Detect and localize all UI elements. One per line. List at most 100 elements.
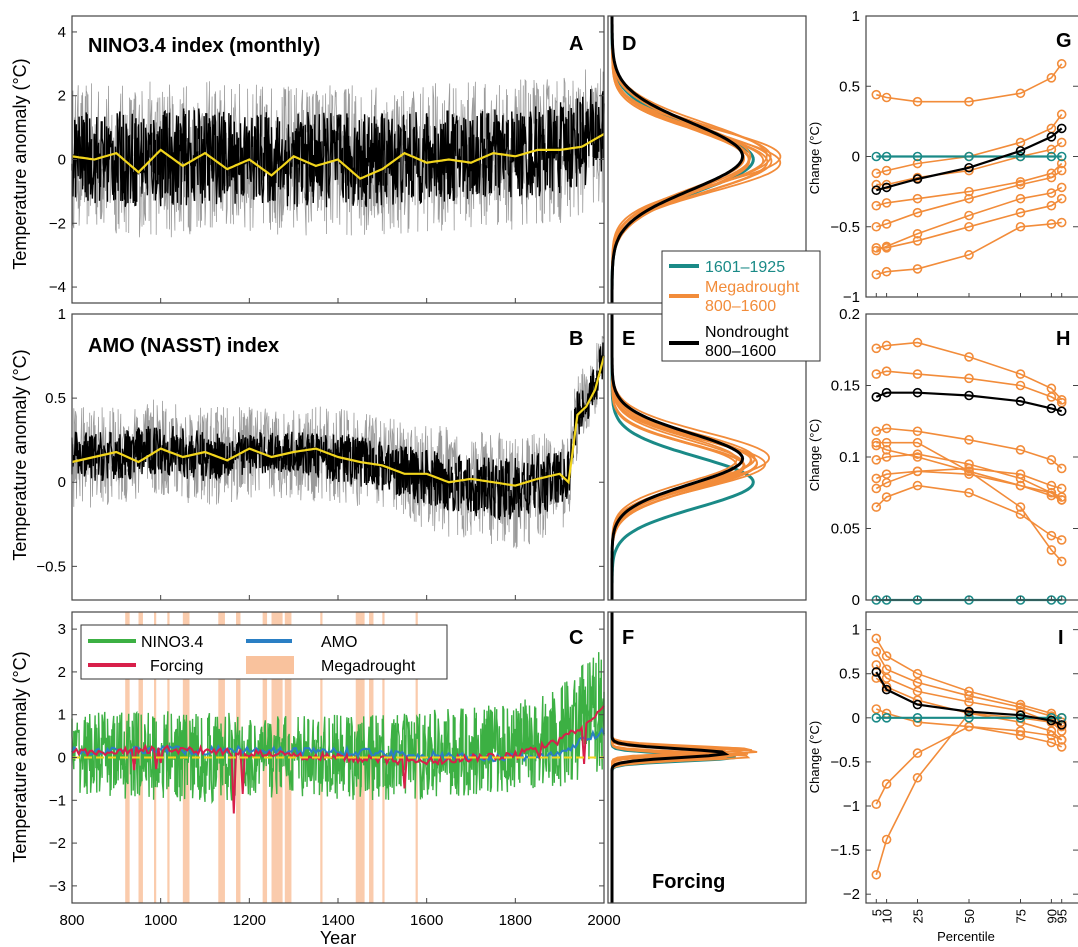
percentile-marker-megadrought-800-1600 — [1056, 193, 1067, 204]
percentile-marker-megadrought-800-1600 — [1046, 530, 1057, 541]
series-smoothed — [71, 133, 605, 180]
panel-b-ytick-label-0: −0.5 — [36, 558, 66, 575]
percentile-marker-megadrought-800-1600 — [1015, 469, 1026, 479]
percentile-marker-megadrought-800-1600 — [871, 869, 882, 880]
panel-i-ytick-label-5: 0.5 — [839, 666, 860, 683]
series-annual — [71, 342, 605, 521]
percentile-line-megadrought-800-1600 — [875, 467, 1062, 490]
percentile-marker-nondrought-800-1600 — [912, 174, 923, 184]
percentile-marker-nondrought-800-1600 — [1015, 146, 1026, 156]
percentile-marker-megadrought-800-1600 — [1046, 144, 1057, 155]
percentile-line-megadrought-800-1600 — [876, 370, 1063, 404]
density-nondrought-800-1600 — [610, 314, 745, 600]
x-tick-label-6: 2000 — [587, 912, 620, 929]
percentile-line-megadrought-800-1600 — [876, 441, 1063, 562]
percentile-marker-nondrought-800-1600 — [1056, 123, 1067, 134]
percentile-marker-megadrought-800-1600 — [881, 779, 892, 789]
panel-i-ytick-label-6: 1 — [852, 622, 860, 639]
legend-orange-label-1: Megadrought — [705, 279, 800, 296]
percentile-marker-nondrought-800-1600 — [1046, 403, 1057, 414]
percentile-marker-megadrought-800-1600 — [1056, 742, 1067, 752]
percentile-marker-megadrought-800-1600 — [1056, 217, 1067, 228]
percentile-marker-megadrought-800-1600 — [912, 686, 923, 697]
percentile-marker-megadrought-800-1600 — [1015, 502, 1026, 512]
percentile-marker-megadrought-800-1600 — [871, 200, 882, 211]
percentile-marker-megadrought-800-1600 — [881, 366, 892, 377]
percentile-marker-megadrought-800-1600 — [912, 193, 923, 204]
percentile-marker-megadrought-800-1600 — [871, 343, 882, 354]
forcing-label: Forcing — [652, 871, 725, 893]
percentile-marker-megadrought-800-1600 — [1015, 176, 1026, 187]
x-tick-label-2: 1200 — [233, 912, 266, 929]
percentile-marker-megadrought-800-1600 — [881, 673, 892, 683]
percentile-line-megadrought-800-1600 — [875, 708, 1063, 748]
percentile-marker-nondrought-800-1600 — [881, 387, 892, 398]
panel-letter-g: G — [1056, 30, 1072, 52]
legend-black-label-1: Nondrought — [705, 324, 789, 341]
percentile-marker-megadrought-800-1600 — [1015, 179, 1026, 190]
percentile-marker-megadrought-800-1600 — [881, 165, 892, 176]
percentile-line-megadrought-800-1600 — [876, 341, 1063, 401]
percentile-marker-megadrought-800-1600 — [1056, 463, 1067, 474]
percentile-marker-megadrought-800-1600 — [912, 452, 923, 462]
percentile-marker-megadrought-800-1600 — [1015, 726, 1026, 736]
percentile-marker-megadrought-800-1600 — [871, 473, 882, 484]
percentile-marker-megadrought-800-1600 — [964, 221, 974, 232]
percentile-marker-megadrought-800-1600 — [964, 697, 974, 707]
percentile-tick-label-4: 75 — [1014, 909, 1029, 923]
panel-letter-b: B — [569, 328, 583, 350]
percentile-marker-megadrought-800-1600 — [964, 186, 974, 197]
percentile-marker-megadrought-800-1600 — [871, 168, 882, 179]
percentile-marker-megadrought-800-1600 — [912, 466, 923, 477]
percentile-marker-megadrought-800-1600 — [1015, 221, 1026, 232]
percentile-marker-1601-1925 — [1015, 151, 1026, 162]
percentile-marker-megadrought-800-1600 — [871, 455, 882, 465]
percentile-marker-megadrought-800-1600 — [912, 369, 923, 379]
percentile-line-megadrought-800-1600 — [875, 186, 1063, 252]
panel-c-ytick-label-1: −2 — [49, 835, 66, 852]
panel-a-ytick-label-1: −2 — [49, 215, 66, 232]
legend-c-megadrought-swatch — [246, 656, 294, 674]
percentile-marker-megadrought-800-1600 — [1046, 545, 1057, 555]
percentile-line-megadrought-800-1600 — [876, 141, 1063, 186]
panel-i-ytick-label-4: 0 — [852, 710, 860, 727]
percentile-marker-megadrought-800-1600 — [1015, 509, 1026, 520]
percentile-marker-megadrought-800-1600 — [871, 440, 882, 451]
percentile-marker-megadrought-800-1600 — [912, 96, 923, 107]
percentile-marker-megadrought-800-1600 — [871, 437, 882, 448]
percentile-marker-megadrought-800-1600 — [871, 269, 882, 280]
panel-letter-e: E — [622, 328, 635, 350]
percentile-marker-megadrought-800-1600 — [881, 423, 892, 434]
percentile-marker-megadrought-800-1600 — [881, 92, 892, 103]
percentile-marker-nondrought-800-1600 — [964, 162, 974, 173]
panel-f-group — [607, 611, 807, 904]
percentile-marker-megadrought-800-1600 — [1015, 445, 1026, 455]
percentile-line-megadrought-800-1600 — [876, 221, 1062, 276]
x-tick-label-5: 1800 — [499, 912, 532, 929]
percentile-marker-megadrought-800-1600 — [912, 748, 923, 758]
panel-letter-i: I — [1058, 627, 1064, 649]
percentile-tick-label-0: 5 — [869, 909, 884, 916]
panel-g-group: −1 −0.5 0 0.5 1 — [830, 8, 1078, 306]
percentile-marker-megadrought-800-1600 — [1015, 88, 1026, 99]
title-b: AMO (NASST) index — [88, 335, 279, 357]
panel-letter-f: F — [622, 627, 634, 649]
density-nondrought-800-1600 — [610, 612, 730, 903]
panel-c-group: −3 −2 −1 0 1 2 3 800 1000 1200 1400 1600 1800 2000 — [49, 611, 621, 929]
percentile-marker-1601-1925 — [1056, 713, 1067, 723]
panel-g-ytick-label-0: −1 — [843, 289, 860, 306]
ylabel-g: Change (°C) — [807, 122, 822, 194]
percentile-line-nondrought-800-1600 — [876, 127, 1063, 192]
percentile-marker-megadrought-800-1600 — [1056, 535, 1067, 545]
panel-h-ytick-label-0: 0 — [852, 592, 860, 609]
density-nondrought-800-1600 — [610, 16, 745, 303]
title-a: NINO3.4 index (monthly) — [88, 35, 320, 57]
percentile-marker-megadrought-800-1600 — [1046, 487, 1057, 498]
panel-letter-a: A — [569, 33, 583, 55]
percentile-marker-megadrought-800-1600 — [964, 373, 974, 384]
percentile-marker-1601-1925 — [964, 151, 974, 162]
percentile-marker-1601-1925 — [964, 713, 974, 723]
percentile-marker-megadrought-800-1600 — [871, 704, 882, 714]
percentile-marker-nondrought-800-1600 — [1056, 720, 1067, 730]
percentile-marker-nondrought-800-1600 — [1046, 132, 1057, 142]
